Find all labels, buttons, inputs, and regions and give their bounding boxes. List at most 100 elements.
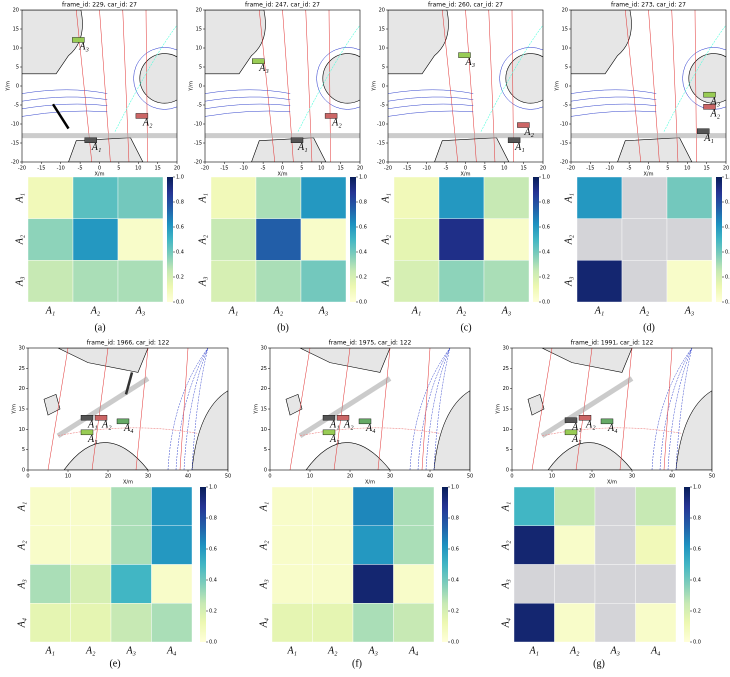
- roundabout: [688, 53, 726, 104]
- x-tick-label: 5: [666, 166, 669, 172]
- dashed-path: [480, 25, 543, 132]
- vehicle: [290, 137, 304, 143]
- y-tick-label: 5: [382, 65, 385, 71]
- trajectory: [56, 376, 150, 438]
- heatmap-cell: [271, 603, 313, 643]
- heatmap-cell: [300, 260, 347, 303]
- colorbar-tick-label: 0.4: [359, 250, 367, 256]
- lane: [205, 96, 291, 102]
- row-label: A₁: [16, 502, 27, 513]
- vehicle: [84, 137, 97, 143]
- y-tick-label: -20: [11, 160, 19, 166]
- y-tick-label: 30: [261, 346, 267, 352]
- heatmap-cell: [621, 218, 668, 261]
- y-tick-label: 20: [379, 8, 385, 14]
- x-tick-label: 5: [117, 166, 120, 172]
- agent-label: A₃: [87, 434, 98, 445]
- vehicle: [135, 113, 149, 119]
- colorbar-tick-label: 1.0: [542, 175, 550, 181]
- heatmap-cell: [393, 176, 440, 219]
- col-label: A₂: [639, 305, 650, 316]
- x-tick-label: 0: [510, 474, 513, 480]
- vehicle: [94, 415, 108, 421]
- agent-label: A₄: [607, 423, 618, 434]
- colorbar-tick-label: 0.6: [725, 225, 730, 231]
- building: [285, 393, 303, 416]
- y-axis-label: Y/m: [189, 81, 195, 92]
- lane: [205, 110, 291, 117]
- building: [541, 348, 633, 373]
- road-edge: [421, 348, 431, 470]
- heatmap-cell: [513, 525, 555, 565]
- y-tick-label: 10: [379, 46, 385, 52]
- arrow: [124, 372, 134, 395]
- building: [617, 137, 693, 162]
- heatmap-cell: [255, 260, 302, 303]
- heatmap-cell: [151, 603, 193, 643]
- colorbar-tick-label: 0.2: [693, 609, 701, 615]
- lane: [175, 348, 209, 470]
- agent-label: A₃: [465, 57, 476, 68]
- heatmap-cell: [666, 260, 713, 303]
- scene-title: frame_id: 1966, car_id: 122: [87, 340, 170, 347]
- lane: [22, 103, 108, 110]
- y-tick-label: 15: [562, 27, 568, 33]
- vehicle: [116, 418, 130, 425]
- building: [675, 390, 712, 470]
- agent-label: A₁: [571, 422, 582, 433]
- road-edge: [135, 348, 149, 470]
- heatmap-cell: [312, 564, 354, 604]
- colorbar-tick-label: 0.0: [176, 300, 184, 306]
- y-tick-label: -5: [563, 103, 568, 109]
- col-label: A₁: [45, 305, 56, 316]
- heatmap-cell: [72, 176, 119, 219]
- vehicle: [600, 418, 614, 425]
- x-tick-label: -10: [57, 166, 65, 172]
- scene-map: [285, 348, 470, 470]
- heatmap-cell: [393, 218, 440, 261]
- colorbar-tick-label: 0.8: [359, 200, 367, 206]
- x-tick-label: 15: [520, 166, 526, 172]
- colorbar-tick-label: 0.6: [209, 547, 217, 553]
- lane: [191, 348, 209, 470]
- dashed-path: [299, 427, 441, 437]
- x-tick-label: -15: [586, 166, 594, 172]
- building: [205, 10, 266, 75]
- heatmap-cell: [666, 176, 713, 219]
- lane: [388, 103, 474, 110]
- x-tick-label: 15: [337, 166, 343, 172]
- y-tick-label: 25: [19, 366, 25, 372]
- y-tick-label: -15: [194, 141, 202, 147]
- lane: [659, 348, 693, 470]
- heatmap-cell: [27, 218, 74, 261]
- x-tick-label: 10: [135, 166, 141, 172]
- heatmap-cell: [300, 176, 347, 219]
- colorbar: [350, 177, 356, 302]
- lane: [571, 110, 657, 117]
- building: [63, 442, 149, 470]
- vehicle: [252, 58, 265, 64]
- agent-label: A₂: [585, 419, 596, 430]
- road-edge: [625, 10, 641, 162]
- y-tick-label: 10: [196, 46, 202, 52]
- vehicle: [72, 37, 85, 43]
- colorbar-tick-label: 0.4: [451, 578, 459, 584]
- heatmap-cell: [255, 218, 302, 261]
- lane: [205, 89, 291, 94]
- heatmap-cell: [117, 176, 164, 219]
- heatmap-cell: [151, 564, 193, 604]
- scene-panel: A₁ A₂ A₃ frame_id: 229, car_id: 27 -20 -15 -10…: [6, 2, 181, 178]
- panel-caption: (f): [352, 658, 362, 669]
- row-label: A₃: [16, 579, 27, 590]
- road-edge: [377, 348, 391, 470]
- y-tick-label: 5: [264, 447, 267, 453]
- lane: [22, 96, 108, 102]
- lane: [571, 96, 657, 102]
- y-tick-label: 20: [196, 8, 202, 14]
- heatmap-cell: [621, 260, 668, 303]
- x-tick-label: 40: [669, 474, 675, 480]
- row-label: A₁: [563, 193, 574, 204]
- col-label: A₂: [273, 305, 284, 316]
- row-label: A₂: [563, 234, 574, 245]
- agent-label: A₁: [87, 419, 98, 430]
